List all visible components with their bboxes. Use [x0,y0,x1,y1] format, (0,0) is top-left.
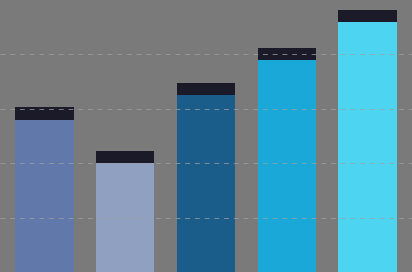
Bar [96,151,154,163]
Bar [15,120,73,272]
Bar [339,22,397,272]
Bar [339,10,397,22]
Bar [177,95,235,272]
Bar [177,83,235,95]
Bar [15,107,73,120]
Bar [258,60,316,272]
Bar [96,163,154,272]
Bar [258,48,316,60]
